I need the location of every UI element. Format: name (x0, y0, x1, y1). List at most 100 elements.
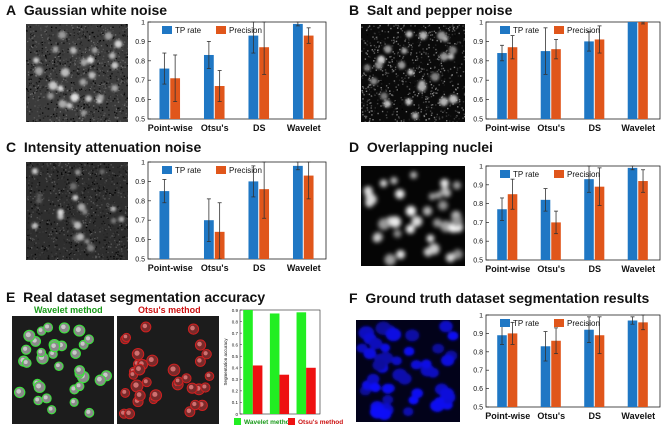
nucleus-core (144, 379, 148, 383)
noise-speck (363, 94, 364, 95)
noise-speck (369, 99, 370, 100)
noise-speck (83, 116, 84, 117)
noise-speck (69, 254, 70, 255)
noise-speck (34, 207, 35, 208)
noise-speck (67, 209, 68, 210)
noise-speck (449, 121, 450, 122)
noise-speck (63, 203, 64, 204)
noise-speck (96, 57, 97, 58)
noise-speck (77, 254, 78, 255)
noise-speck (103, 234, 104, 235)
noise-speck (430, 93, 431, 94)
noise-speck (30, 69, 31, 70)
noise-speck (116, 95, 117, 96)
noise-speck (368, 27, 369, 28)
noise-speck (121, 225, 122, 226)
noise-speck (80, 54, 81, 55)
nucleus (391, 356, 402, 365)
noise-speck (51, 44, 52, 45)
noise-speck (106, 65, 107, 66)
noise-speck (64, 240, 65, 241)
noise-speck (384, 31, 385, 32)
noise-speck (39, 81, 40, 82)
noise-speck (88, 84, 89, 85)
noise-speck (67, 110, 68, 111)
noise-speck (37, 239, 38, 240)
noise-speck (55, 239, 56, 240)
noise-speck (40, 66, 41, 67)
noise-speck (126, 26, 127, 27)
noise-speck (102, 86, 103, 87)
noise-speck (125, 213, 126, 214)
noise-speck (91, 207, 92, 208)
noise-speck (422, 94, 423, 95)
noise-speck (121, 256, 122, 257)
noise-speck (112, 30, 113, 31)
noise-speck (437, 71, 438, 72)
x-category-label: Wavelet (621, 123, 655, 133)
noise-speck (51, 194, 52, 195)
noise-speck (396, 37, 397, 38)
noise-speck (457, 68, 458, 69)
noise-speck (68, 171, 69, 172)
noise-speck (44, 42, 45, 43)
noise-speck (463, 114, 464, 115)
nucleus-core (143, 324, 147, 328)
noise-speck (107, 29, 108, 30)
noise-speck (33, 44, 34, 45)
noise-speck (32, 212, 33, 213)
noise-speck (463, 52, 464, 53)
noise-speck (127, 48, 128, 49)
noise-speck (373, 30, 374, 31)
noise-speck (68, 182, 69, 183)
y-tick-label: 0.9 (135, 39, 145, 46)
noise-speck (29, 111, 30, 112)
noise-speck (428, 118, 429, 119)
noise-speck (94, 36, 95, 37)
noise-speck (397, 25, 398, 26)
noise-speck (53, 203, 54, 204)
noise-speck (78, 26, 79, 27)
noise-speck (121, 69, 122, 70)
noise-speck (118, 249, 119, 250)
noise-speck (49, 39, 50, 40)
noise-speck (72, 27, 73, 28)
noise-speck (98, 68, 99, 69)
nucleus-core (122, 390, 126, 394)
noise-speck (463, 51, 464, 52)
noise-speck (109, 241, 110, 242)
noise-speck (115, 60, 116, 61)
nucleus-core (76, 367, 80, 371)
noise-speck (36, 174, 37, 175)
noise-speck (375, 100, 376, 101)
noise-speck (431, 113, 432, 114)
y-tick-label: 0.1 (232, 400, 239, 405)
noise-speck (365, 75, 366, 76)
panel-title-text: Intensity attenuation noise (24, 139, 201, 155)
x-category-label: DS (588, 264, 601, 274)
noise-speck (40, 85, 41, 86)
noise-speck (59, 233, 60, 234)
y-tick-label: 0.9 (473, 182, 483, 189)
noise-speck (54, 58, 55, 59)
noise-speck (106, 83, 107, 84)
noise-speck (61, 48, 62, 49)
noise-speck (61, 167, 62, 168)
noise-speck (117, 117, 118, 118)
noise-speck (430, 32, 431, 33)
noise-speck (42, 61, 43, 62)
noise-speck (439, 27, 440, 28)
noise-speck (65, 193, 66, 194)
noise-speck (59, 226, 60, 227)
noise-speck (64, 244, 65, 245)
noise-speck (457, 69, 458, 70)
noise-speck (398, 89, 399, 90)
noise-speck (373, 85, 374, 86)
noise-speck (106, 167, 107, 168)
noise-speck (67, 239, 68, 240)
noise-speck (432, 93, 433, 94)
noise-speck (35, 242, 36, 243)
nucleus (67, 103, 73, 109)
noise-speck (32, 255, 33, 256)
noise-speck (456, 72, 457, 73)
